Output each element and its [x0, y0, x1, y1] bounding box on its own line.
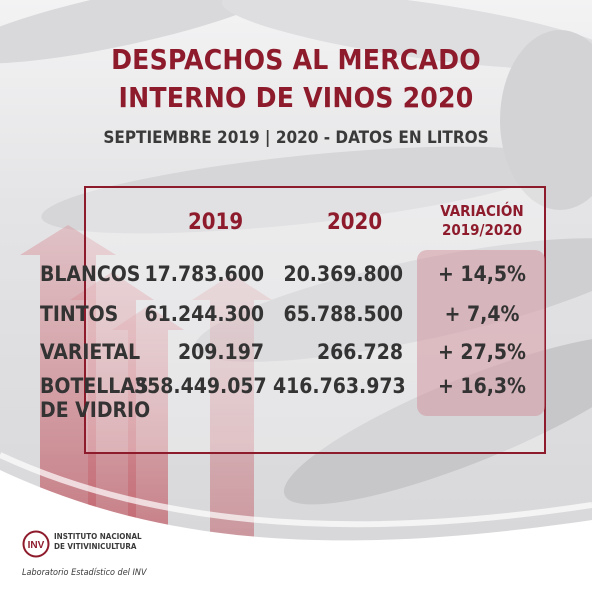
row-value-2019: 17.783.600: [144, 262, 264, 286]
page-title-line1: DESPACHOS AL MERCADO: [111, 43, 481, 76]
row-value-2020: 65.788.500: [283, 302, 403, 326]
logo-text: INV: [28, 540, 45, 551]
row-label-line1: BOTELLAS: [40, 374, 149, 398]
row-variation: + 16,3%: [438, 374, 526, 398]
row-value-2020: 416.763.973: [273, 374, 406, 398]
row-variation: + 7,4%: [444, 302, 520, 326]
header-variation: VARIACIÓN 2019/2020: [420, 202, 544, 240]
row-label-botellas: BOTELLAS DE VIDRIO: [40, 374, 150, 422]
row-value-2020: 20.369.800: [283, 262, 403, 286]
row-label-tintos: TINTOS: [40, 302, 119, 326]
header-variation-line1: VARIACIÓN: [440, 202, 524, 220]
row-variation: + 27,5%: [438, 340, 526, 364]
institute-line2: DE VITIVINICULTURA: [54, 542, 137, 551]
header-2020: 2020: [327, 210, 383, 235]
page-title-line2: INTERNO DE VINOS 2020: [118, 81, 474, 114]
row-label-blancos: BLANCOS: [40, 262, 141, 286]
row-value-2020: 266.728: [316, 340, 403, 364]
header-2019: 2019: [188, 210, 244, 235]
variation-highlight: [417, 250, 545, 416]
inv-logo-icon: INV: [22, 530, 50, 558]
row-variation: + 14,5%: [438, 262, 526, 286]
institute-line1: INSTITUTO NACIONAL: [54, 532, 142, 541]
row-value-2019: 209.197: [177, 340, 264, 364]
institute-name: INSTITUTO NACIONAL DE VITIVINICULTURA: [54, 532, 142, 552]
row-value-2019: 358.449.057: [134, 374, 267, 398]
row-label-line2: DE VIDRIO: [40, 398, 151, 422]
lab-credit: Laboratorio Estadístico del INV: [22, 568, 147, 578]
header-variation-line2: 2019/2020: [441, 221, 523, 239]
row-label-varietal: VARIETAL: [40, 340, 141, 364]
row-value-2019: 61.244.300: [144, 302, 264, 326]
page-subtitle: SEPTIEMBRE 2019 | 2020 - DATOS EN LITROS: [103, 128, 489, 148]
